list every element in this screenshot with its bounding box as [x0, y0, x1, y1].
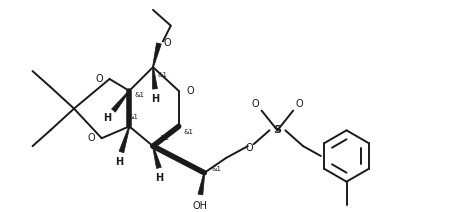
Text: O: O: [252, 99, 260, 109]
Text: O: O: [163, 38, 170, 48]
Text: &1: &1: [128, 113, 138, 120]
Text: &1: &1: [134, 92, 144, 98]
Polygon shape: [112, 91, 130, 112]
Text: &1: &1: [211, 166, 221, 172]
Text: O: O: [295, 99, 303, 109]
Text: &1: &1: [158, 72, 168, 78]
Text: OH: OH: [193, 201, 208, 211]
Text: O: O: [246, 143, 254, 153]
Text: &1: &1: [183, 129, 194, 135]
Text: H: H: [116, 157, 123, 167]
Text: S: S: [274, 125, 281, 135]
Polygon shape: [152, 67, 158, 89]
Polygon shape: [152, 146, 161, 169]
Polygon shape: [152, 43, 161, 67]
Text: O: O: [88, 133, 96, 143]
Polygon shape: [119, 126, 130, 153]
Text: O: O: [96, 74, 103, 84]
Text: H: H: [103, 113, 112, 123]
Text: H: H: [155, 173, 163, 183]
Polygon shape: [198, 173, 205, 195]
Text: H: H: [151, 94, 159, 104]
Text: &1: &1: [160, 135, 170, 141]
Text: O: O: [187, 86, 195, 96]
